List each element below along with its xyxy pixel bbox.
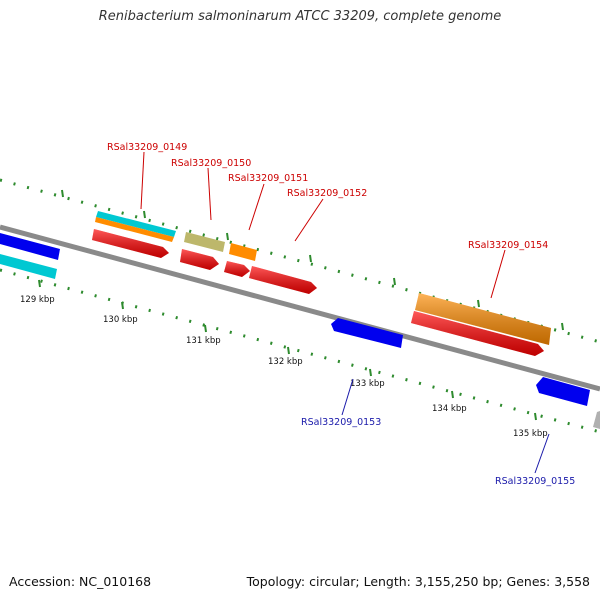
gene-0155-blue[interactable] (536, 377, 590, 406)
map-title: Renibacterium salmoninarum ATCC 33209, c… (98, 9, 502, 24)
outer-major-tick (561, 322, 564, 331)
outer-major-tick (393, 277, 396, 286)
reverse-gene-labels: RSal33209_0153 RSal33209_0155 (301, 378, 575, 487)
gene-0149-orange[interactable] (95, 217, 174, 242)
gene-label-0154: RSal33209_0154 (468, 240, 548, 251)
outer-major-tick (61, 189, 64, 198)
leader-0149 (140, 151, 145, 210)
gene-0151-orange[interactable] (229, 243, 257, 261)
gene-0154-shade (415, 293, 551, 345)
tick-label: 131 kbp (186, 336, 221, 346)
inner-ruler (0, 268, 600, 434)
outer-ruler (0, 178, 600, 344)
tick-label: 129 kbp (20, 295, 55, 305)
inner-major-tick (121, 301, 124, 310)
forward-gene-labels: RSal33209_0149 RSal33209_0150 RSal33209_… (107, 142, 548, 299)
inner-major-tick (204, 324, 207, 333)
inner-major-tick (534, 412, 537, 421)
leader-0152 (294, 198, 324, 242)
inner-major-tick (369, 368, 372, 377)
gene-0150-khaki[interactable] (184, 232, 225, 252)
outer-major-tick (226, 232, 229, 241)
tick-label: 130 kbp (103, 315, 138, 325)
gene-0153-blue[interactable] (331, 318, 403, 348)
gene-label-0151: RSal33209_0151 (228, 173, 308, 184)
forward-features (92, 211, 551, 356)
gene-grey-right[interactable] (593, 411, 600, 429)
inner-major-tick (287, 346, 290, 355)
leader-0154 (490, 249, 506, 299)
left-edge-features (0, 233, 60, 279)
cds-0154-shade (411, 311, 544, 356)
tick-label: 133 kbp (350, 379, 385, 389)
gene-cyan-left[interactable] (0, 254, 57, 279)
reverse-features (331, 318, 600, 429)
tick-label: 134 kbp (432, 404, 467, 414)
inner-major-tick (38, 279, 41, 288)
tick-label: 135 kbp (513, 429, 548, 439)
gene-0149-cyan[interactable] (96, 211, 176, 237)
outer-major-tick (309, 254, 312, 263)
leader-0155 (534, 433, 550, 474)
inner-major-tick (451, 390, 454, 399)
cds-0151-shade (224, 261, 250, 277)
leader-0150 (207, 167, 212, 221)
accession-text: Accession: NC_010168 (9, 574, 152, 589)
gene-label-0152: RSal33209_0152 (287, 188, 367, 199)
outer-major-tick (143, 210, 146, 219)
outer-major-tick (477, 299, 480, 308)
leader-0151 (248, 183, 265, 231)
gene-blue-left[interactable] (0, 233, 60, 260)
cds-0149-shade (92, 229, 169, 258)
ruler-tick-labels: 129 kbp 130 kbp 131 kbp 132 kbp 133 kbp … (20, 295, 548, 439)
genome-summary-text: Topology: circular; Length: 3,155,250 bp… (246, 574, 590, 589)
tick-label: 132 kbp (268, 357, 303, 367)
gene-label-0150: RSal33209_0150 (171, 158, 251, 169)
gene-label-0153: RSal33209_0153 (301, 417, 381, 428)
gene-label-0149: RSal33209_0149 (107, 142, 187, 153)
leader-0153 (341, 378, 354, 416)
gene-label-0155: RSal33209_0155 (495, 476, 575, 487)
inner-ruler-dots (0, 268, 600, 434)
cds-0150-shade (180, 249, 219, 270)
genome-backbone (0, 224, 600, 392)
cds-0152-shade (249, 266, 317, 294)
